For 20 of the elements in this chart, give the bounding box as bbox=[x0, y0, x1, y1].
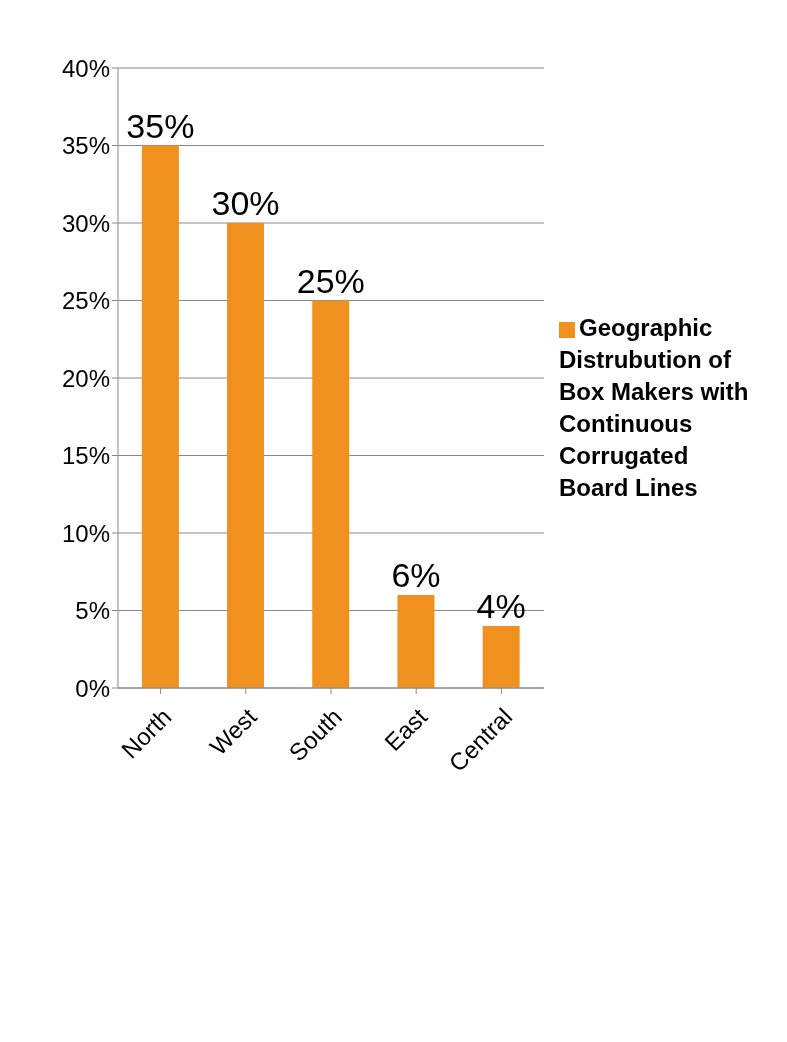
data-label: 30% bbox=[211, 184, 280, 222]
y-tick-label: 20% bbox=[61, 364, 110, 392]
y-tick-label: 25% bbox=[61, 287, 110, 315]
y-tick-label: 10% bbox=[61, 519, 110, 547]
legend-label: Geographic Distrubution of Box Makers with Continuous Corrugated Board Lines bbox=[559, 314, 749, 501]
data-label: 6% bbox=[391, 556, 441, 594]
bar bbox=[141, 145, 179, 688]
data-label: 35% bbox=[126, 106, 195, 145]
bar bbox=[227, 223, 265, 688]
data-label: 4% bbox=[476, 587, 526, 625]
y-tick-label: 35% bbox=[61, 132, 110, 160]
bar bbox=[397, 595, 435, 688]
data-label: 25% bbox=[296, 261, 365, 300]
y-tick-label: 0% bbox=[75, 674, 110, 702]
y-tick-label: 30% bbox=[61, 209, 110, 237]
bar bbox=[482, 626, 520, 688]
bar bbox=[312, 300, 350, 688]
y-tick-label: 15% bbox=[61, 442, 110, 470]
y-tick-label: 5% bbox=[75, 597, 110, 625]
y-tick-label: 40% bbox=[61, 54, 110, 82]
